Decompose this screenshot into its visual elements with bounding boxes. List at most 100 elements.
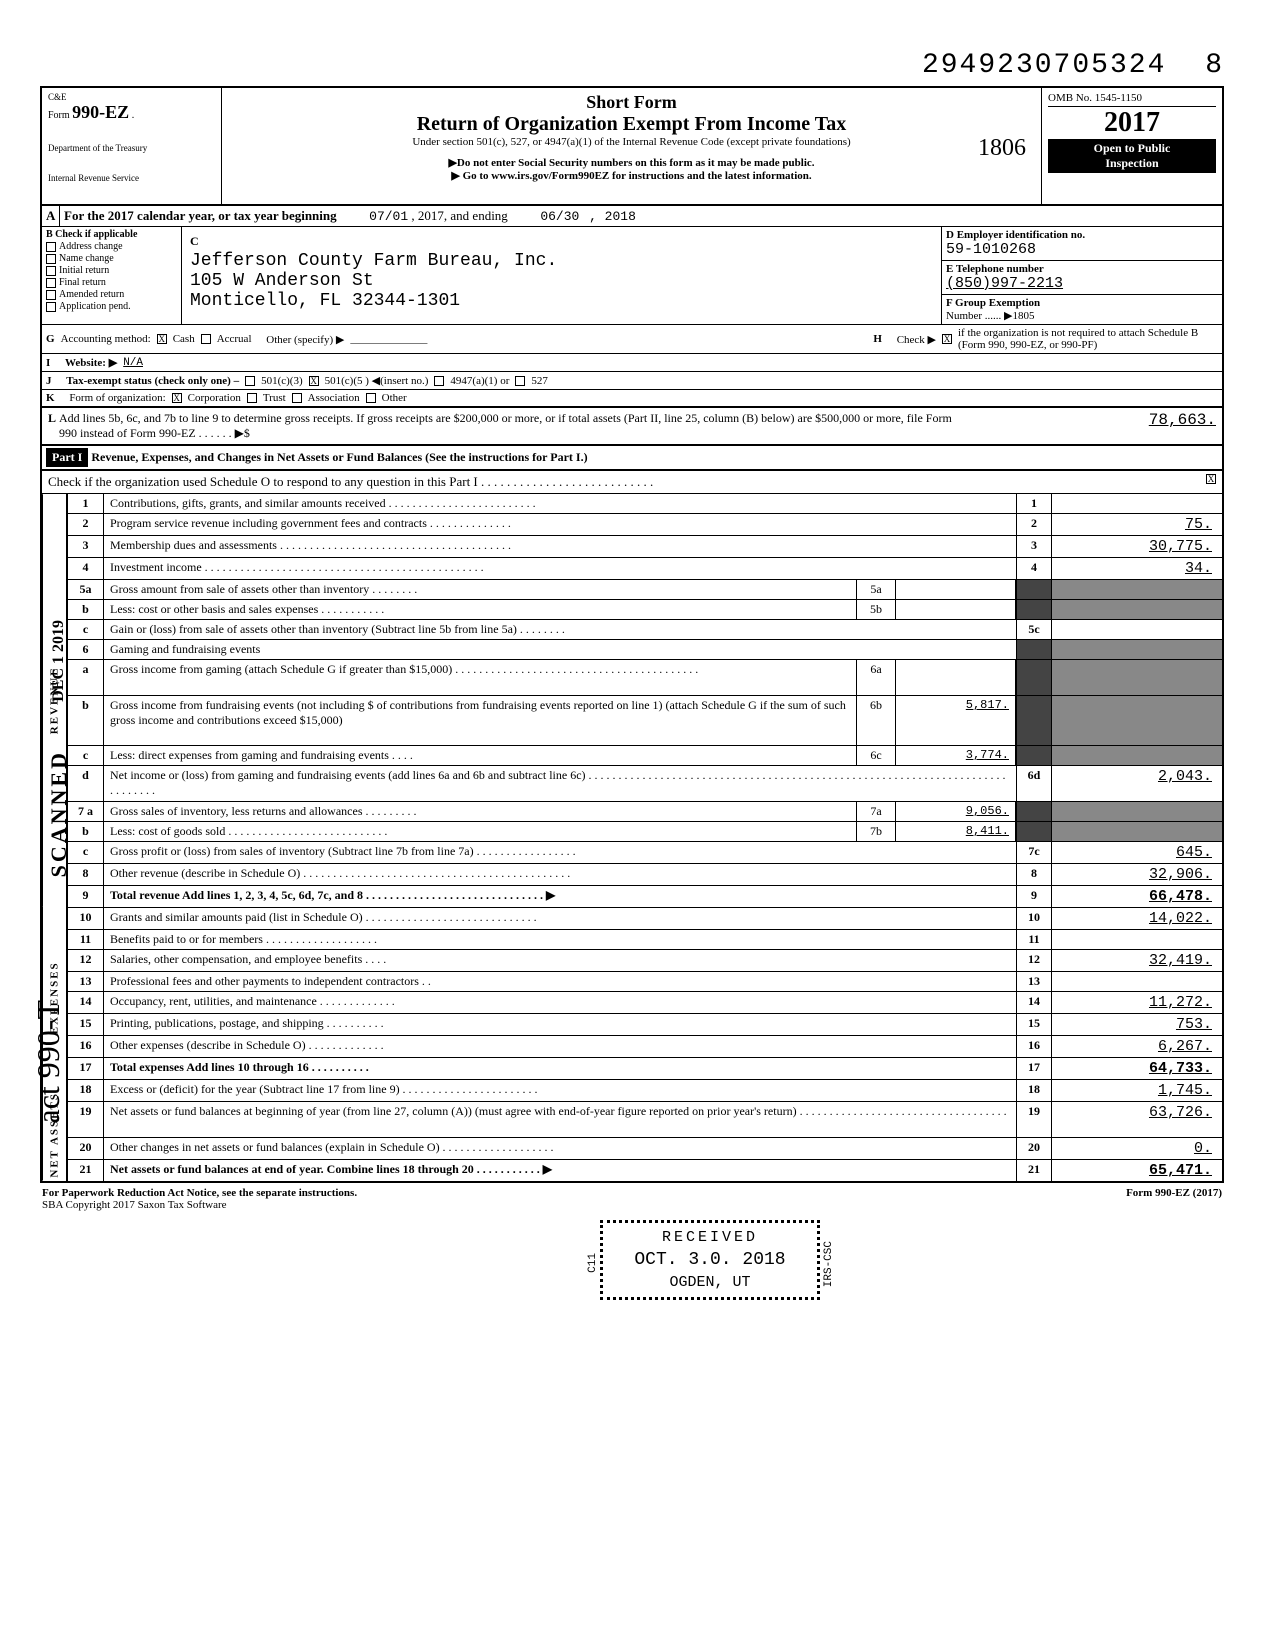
opt-corporation: Corporation (188, 392, 241, 404)
side-expenses: EXPENSES (42, 906, 66, 1089)
opt-501c: 501(c)(5 ) ◀(insert no.) (325, 374, 429, 387)
line-11: 11 Benefits paid to or for members . . .… (68, 930, 1222, 950)
section-b: B Check if applicable Address change Nam… (42, 227, 182, 324)
opt-other-org: Other (382, 392, 407, 404)
chk-address-change[interactable]: Address change (46, 241, 177, 252)
line-16: 16 Other expenses (describe in Schedule … (68, 1036, 1222, 1058)
line-a-period: A For the 2017 calendar year, or tax yea… (40, 206, 1224, 227)
chk-trust[interactable] (247, 393, 257, 403)
paperwork-notice: For Paperwork Reduction Act Notice, see … (42, 1187, 357, 1199)
footer-left: For Paperwork Reduction Act Notice, see … (42, 1187, 357, 1211)
chk-cash[interactable] (157, 334, 167, 344)
line-17: 17 Total expenses Add lines 10 through 1… (68, 1058, 1222, 1080)
org-info-block: B Check if applicable Address change Nam… (40, 227, 1224, 325)
chk-final-return[interactable]: Final return (46, 277, 177, 288)
period-end-year: , 2018 (589, 209, 636, 224)
part-1-check-text: Check if the organization used Schedule … (48, 474, 1206, 490)
period-mid: , 2017, and ending (411, 208, 507, 223)
section-f: F Group Exemption Number ...... ▶1805 (942, 295, 1222, 324)
phone-value: (850)997-2213 (946, 275, 1063, 292)
line-l-text: Add lines 5b, 6c, and 7b to line 9 to de… (59, 411, 959, 441)
line-3: 3 Membership dues and assessments . . . … (68, 536, 1222, 558)
document-locator-number: 2949230705324 8 (40, 50, 1224, 81)
chk-schedule-b[interactable] (942, 334, 952, 344)
line-9: 9 Total revenue Add lines 1, 2, 3, 4, 5c… (68, 886, 1222, 908)
chk-association[interactable] (292, 393, 302, 403)
footer-right: Form 990-EZ (2017) (1126, 1187, 1222, 1211)
line-g-h: G Accounting method: Cash Accrual Other … (42, 325, 1222, 354)
line-6c: c Less: direct expenses from gaming and … (68, 746, 1222, 766)
stamp-side-right: IRS-CSC (823, 1241, 835, 1287)
line-6d: d Net income or (loss) from gaming and f… (68, 766, 1222, 802)
line-l: L Add lines 5b, 6c, and 7b to line 9 to … (40, 407, 1224, 446)
dln-main: 2949230705324 (922, 50, 1166, 81)
tax-status-label: Tax-exempt status (check only one) – (66, 375, 239, 387)
org-name: Jefferson County Farm Bureau, Inc. (190, 251, 557, 271)
line-i: I Website: ▶ N/A (42, 354, 1222, 372)
side-net-assets: NET ASSETS (42, 1089, 66, 1181)
line-h-text: if the organization is not required to a… (958, 327, 1218, 351)
label-d: D Employer identification no. (946, 229, 1085, 241)
omb-number: OMB No. 1545-1150 (1048, 92, 1216, 107)
line-19: 19 Net assets or fund balances at beginn… (68, 1102, 1222, 1138)
label-e: E Telephone number (946, 263, 1044, 275)
opt-4947: 4947(a)(1) or (450, 375, 509, 387)
form-header: C&E Form 990-EZ . Department of the Trea… (40, 86, 1224, 206)
line-j: J Tax-exempt status (check only one) – 5… (42, 372, 1222, 390)
stamp-loc: OGDEN, UT (617, 1274, 803, 1291)
line-15: 15 Printing, publications, postage, and … (68, 1014, 1222, 1036)
line-2: 2 Program service revenue including gove… (68, 514, 1222, 536)
period-text: For the 2017 calendar year, or tax year … (60, 206, 1222, 226)
line-12: 12 Salaries, other compensation, and emp… (68, 950, 1222, 972)
part-1-header-row: Part I Revenue, Expenses, and Changes in… (40, 446, 1224, 471)
part-1-title: Revenue, Expenses, and Changes in Net As… (91, 450, 587, 464)
goto-url: ▶ Go to www.irs.gov/Form990EZ for instru… (228, 169, 1035, 182)
chk-initial-return[interactable]: Initial return (46, 265, 177, 276)
line-6b: b Gross income from fundraising events (… (68, 696, 1222, 746)
dln-suffix: 8 (1205, 50, 1224, 81)
other-label: Other (specify) ▶ (266, 333, 344, 346)
chk-name-change[interactable]: Name change (46, 253, 177, 264)
dept-treasury: Department of the Treasury (48, 143, 215, 153)
short-form-label: Short Form (228, 92, 1035, 113)
website-value: N/A (123, 357, 143, 369)
chk-application-pending[interactable]: Application pend. (46, 301, 177, 312)
side-revenue: REVENUE (42, 494, 66, 906)
header-center: Short Form Return of Organization Exempt… (222, 88, 1042, 204)
line-5c: c Gain or (loss) from sale of assets oth… (68, 620, 1222, 640)
chk-4947[interactable] (434, 376, 444, 386)
ssn-warning: ▶Do not enter Social Security numbers on… (228, 156, 1035, 169)
chk-other-org[interactable] (366, 393, 376, 403)
line-4: 4 Investment income . . . . . . . . . . … (68, 558, 1222, 580)
chk-501c[interactable] (309, 376, 319, 386)
line-1: 1 Contributions, gifts, grants, and simi… (68, 494, 1222, 514)
line-h-label: Check ▶ (897, 333, 936, 346)
accounting-label: Accounting method: (61, 333, 151, 345)
period-begin: 07/01 (369, 209, 408, 224)
chk-501c3[interactable] (245, 376, 255, 386)
chk-amended-return[interactable]: Amended return (46, 289, 177, 300)
stamp-received: RECEIVED (617, 1229, 803, 1246)
line-k: K Form of organization: Corporation Trus… (42, 390, 1222, 406)
chk-corporation[interactable] (172, 393, 182, 403)
chk-schedule-o[interactable] (1206, 474, 1216, 484)
opt-trust: Trust (263, 392, 286, 404)
website-label: Website: ▶ (65, 356, 117, 369)
form-number: 990-EZ (72, 102, 129, 122)
sba-copyright: SBA Copyright 2017 Saxon Tax Software (42, 1199, 227, 1211)
label-c: C (190, 234, 199, 248)
opt-527: 527 (531, 375, 548, 387)
accrual-label: Accrual (217, 333, 252, 345)
line-6: 6 Gaming and fundraising events (68, 640, 1222, 660)
chk-527[interactable] (515, 376, 525, 386)
line-21: 21 Net assets or fund balances at end of… (68, 1160, 1222, 1181)
line-7a: 7 a Gross sales of inventory, less retur… (68, 802, 1222, 822)
chk-accrual[interactable] (201, 334, 211, 344)
line-5b: b Less: cost or other basis and sales ex… (68, 600, 1222, 620)
form-org-label: Form of organization: (69, 392, 165, 404)
part-1-check-row: Check if the organization used Schedule … (40, 471, 1224, 494)
part-1-label: Part I (46, 448, 88, 467)
period-end-month: 06/30 (540, 209, 579, 224)
group-exemption-value: Number ...... ▶1805 (946, 310, 1035, 322)
info-g-through-k: G Accounting method: Cash Accrual Other … (40, 325, 1224, 407)
